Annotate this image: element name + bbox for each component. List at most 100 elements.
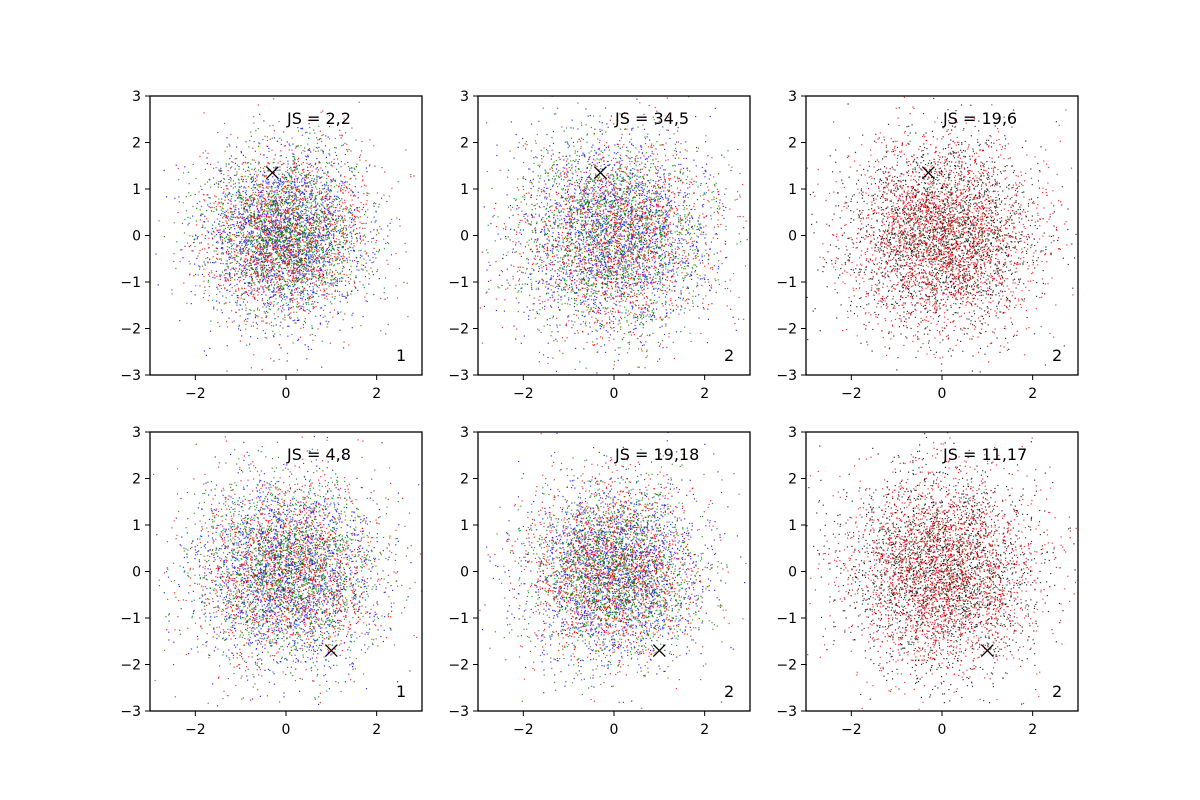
point [328,198,331,200]
point [356,241,358,243]
point [287,208,289,210]
point [239,250,241,252]
point [407,315,409,318]
point [243,240,245,243]
point [262,211,265,213]
point [311,213,313,215]
point [357,233,359,235]
point [326,261,329,263]
point [265,219,267,221]
point [267,257,269,259]
point [311,186,313,188]
point [378,250,381,252]
point [315,249,317,252]
point [279,305,282,307]
point [259,250,261,252]
point [279,325,281,327]
point [375,240,377,242]
point [240,204,242,206]
point [339,230,341,232]
point [303,193,305,195]
point [237,216,239,219]
point [327,188,329,190]
point [241,251,243,253]
point [235,289,237,291]
point [296,240,298,243]
point [338,263,340,265]
point [264,270,266,272]
point [252,294,254,296]
point [256,222,258,224]
point [291,273,293,275]
point [317,240,319,242]
point [318,125,320,127]
point [293,199,295,201]
point [243,168,245,170]
point [224,240,226,242]
point [317,248,319,251]
point [264,213,266,215]
point [354,215,356,217]
point [321,196,324,198]
point [178,179,180,181]
point [298,213,300,215]
point [298,231,300,234]
point [297,159,299,161]
point [292,297,294,299]
point [242,249,245,251]
point [376,192,378,194]
point [363,222,365,224]
point [306,156,308,158]
point [272,215,274,217]
point [319,276,321,278]
point [259,279,261,281]
point [225,216,227,218]
point [274,318,276,320]
point [386,297,388,299]
point [330,284,332,286]
point [288,221,290,223]
point [245,170,247,172]
point [244,287,246,289]
point [345,132,347,134]
point [312,214,314,216]
point [320,138,322,140]
point [229,276,231,278]
point [303,241,305,243]
point [250,203,252,205]
point [289,269,291,271]
point [370,267,372,269]
point [226,246,228,248]
point [255,227,258,229]
point [273,98,275,100]
point [266,242,268,244]
point [341,258,344,260]
point [220,187,222,189]
point [234,200,236,202]
point [250,236,252,238]
point [293,276,295,278]
point [329,197,331,199]
point [224,270,226,272]
point [274,187,276,189]
point [281,234,283,236]
point [366,252,368,254]
point [327,282,329,284]
point [308,232,310,234]
point [321,257,323,259]
point [235,311,237,314]
point [383,292,385,294]
point [276,250,279,252]
point [230,245,233,247]
point [297,338,300,340]
point [230,238,232,240]
point [347,166,350,168]
point [269,228,271,230]
point [256,252,258,254]
point [323,251,325,253]
point [219,276,221,278]
point [259,258,261,260]
point [325,225,327,227]
point [282,199,284,201]
point [206,194,208,196]
